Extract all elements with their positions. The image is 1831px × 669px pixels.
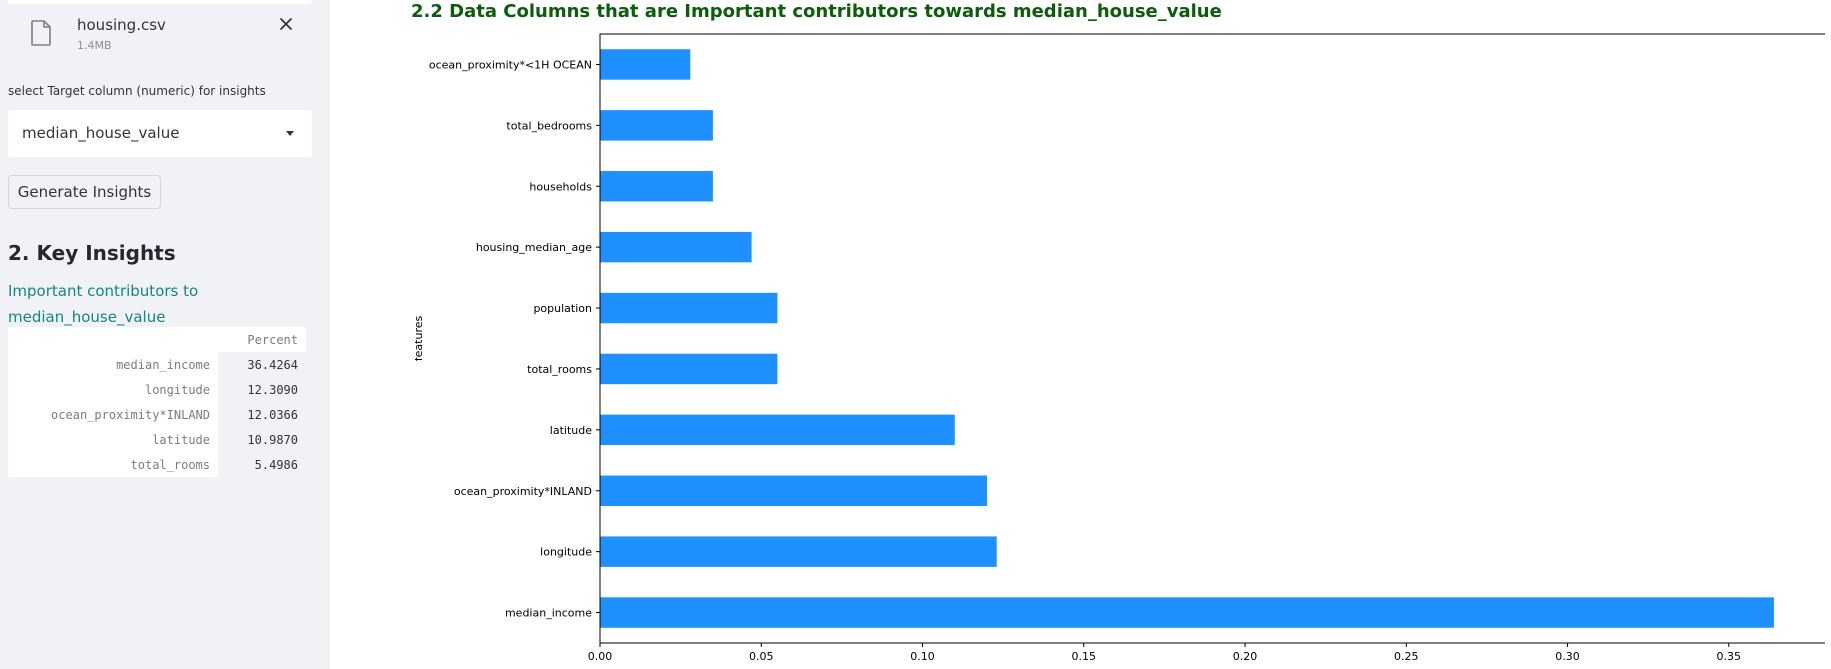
x-tick-label: 0.05	[749, 650, 774, 663]
x-tick-label: 0.20	[1233, 650, 1258, 663]
bar	[600, 536, 997, 567]
key-insights-heading: 2. Key Insights	[8, 241, 176, 265]
y-tick-label: total_rooms	[527, 363, 592, 376]
y-tick-label: median_income	[505, 607, 592, 620]
y-tick-label: population	[533, 302, 592, 315]
x-tick-label: 0.30	[1555, 650, 1580, 663]
table-cell-value: 12.0366	[218, 402, 306, 427]
table-index-header	[8, 327, 218, 352]
bar	[600, 171, 713, 202]
file-card-edge	[8, 0, 312, 4]
close-icon[interactable]	[276, 14, 296, 34]
table-row-label: median_income	[116, 357, 210, 372]
table-row: ocean_proximity*INLAND 12.0366	[8, 402, 306, 427]
y-tick-label: latitude	[550, 424, 592, 437]
x-tick-label: 0.35	[1717, 650, 1742, 663]
table-cell-value: 12.3090	[218, 377, 306, 402]
chevron-down-icon	[286, 131, 294, 136]
file-icon	[31, 20, 51, 46]
file-size: 1.4MB	[77, 39, 112, 52]
page-title: 2.2 Data Columns that are Important cont…	[411, 1, 1222, 22]
bar	[600, 475, 988, 506]
bar	[600, 231, 752, 263]
bar	[600, 353, 778, 385]
table-row-label: total_rooms	[130, 457, 210, 472]
y-tick-label: households	[529, 180, 592, 193]
table-cell-value: 10.9870	[218, 427, 306, 452]
table-cell-value: 36.4264	[218, 352, 306, 377]
y-tick-label: total_bedrooms	[506, 119, 592, 132]
y-tick-label: housing_median_age	[476, 241, 592, 254]
table-row: median_income 36.4264	[8, 352, 306, 377]
file-name: housing.csv	[77, 16, 166, 34]
bar	[600, 597, 1774, 628]
target-column-label: select Target column (numeric) for insig…	[8, 84, 266, 98]
bar	[600, 414, 955, 446]
x-tick-label: 0.25	[1394, 650, 1419, 663]
bar	[600, 49, 691, 80]
bar	[600, 292, 778, 324]
target-column-select[interactable]: median_house_value	[8, 110, 312, 157]
x-tick-label: 0.00	[588, 650, 613, 663]
table-header-row: Percent	[8, 327, 306, 352]
feature-importance-chart: ocean_proximity*<1H OCEAN total_bedroomsh…	[415, 33, 1825, 663]
table-cell-value: 5.4986	[218, 452, 306, 477]
y-axis-label: features	[415, 316, 425, 362]
table-column-header: Percent	[218, 327, 306, 352]
sidebar: housing.csv 1.4MB select Target column (…	[0, 0, 330, 669]
table-row-label: ocean_proximity*INLAND	[51, 407, 210, 422]
y-tick-label: longitude	[540, 546, 592, 559]
x-tick-label: 0.10	[910, 650, 935, 663]
generate-insights-button[interactable]: Generate Insights	[8, 175, 161, 209]
insights-table: Percent median_income 36.4264 longitude …	[8, 327, 306, 477]
important-contributors-label: Important contributors to median_house_v…	[8, 282, 199, 326]
bar	[600, 110, 713, 141]
table-row: total_rooms 5.4986	[8, 452, 306, 477]
y-tick-label: ocean_proximity*<1H OCEAN	[429, 58, 592, 71]
table-row: latitude 10.9870	[8, 427, 306, 452]
x-tick-label: 0.15	[1072, 650, 1097, 663]
table-row-label: longitude	[144, 382, 210, 397]
plot-frame	[599, 33, 1825, 644]
table-row-label: latitude	[152, 432, 210, 447]
target-column-value: median_house_value	[22, 124, 180, 142]
y-tick-label: ocean_proximity*INLAND	[454, 485, 592, 498]
table-row: longitude 12.3090	[8, 377, 306, 402]
